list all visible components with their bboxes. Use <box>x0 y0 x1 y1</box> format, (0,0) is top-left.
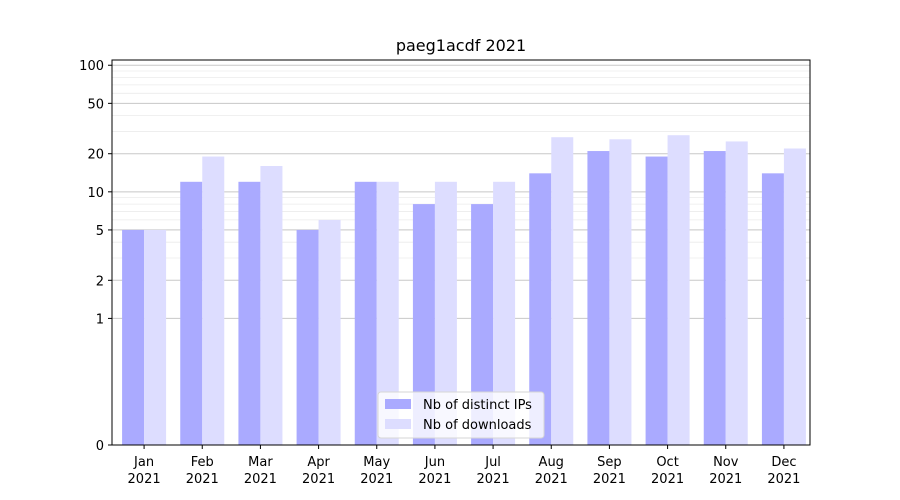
x-tick-label-month: Mar <box>248 455 273 470</box>
bar-downloads-apr <box>318 219 341 445</box>
x-tick-label-month: Apr <box>307 455 330 470</box>
x-tick-label-month: Oct <box>656 455 678 470</box>
grid-layer <box>112 64 810 319</box>
bar-downloads-dec <box>783 148 806 445</box>
y-tick-label: 5 <box>96 224 104 239</box>
chart-title: paeg1acdf 2021 <box>396 36 526 55</box>
x-tick-label-month: Aug <box>539 455 564 470</box>
legend-swatch <box>385 399 411 409</box>
x-tick-label-month: May <box>363 455 390 470</box>
legend-swatch <box>385 419 411 429</box>
x-tick-label-year: 2021 <box>477 472 510 487</box>
y-tick-label: 20 <box>87 148 104 163</box>
bar-downloads-sep <box>609 139 632 445</box>
x-tick-label-year: 2021 <box>767 472 800 487</box>
bar-distinct-ips-sep <box>587 151 610 445</box>
bar-distinct-ips-oct <box>645 156 668 446</box>
bar-distinct-ips-mar <box>238 181 261 445</box>
x-tick-label-month: Sep <box>597 455 622 470</box>
bar-downloads-jun <box>434 181 457 445</box>
bar-downloads-feb <box>202 156 225 446</box>
x-tick-label-year: 2021 <box>418 472 451 487</box>
x-tick-label-year: 2021 <box>651 472 684 487</box>
bar-downloads-mar <box>260 165 283 446</box>
bar-downloads-may <box>376 181 399 445</box>
bar-downloads-jul <box>493 181 516 445</box>
bar-distinct-ips-nov <box>703 151 726 445</box>
y-tick-label: 10 <box>87 186 104 201</box>
bar-distinct-ips-jan <box>122 229 145 445</box>
y-tick-label: 100 <box>79 59 104 74</box>
x-tick-label-month: Jun <box>424 455 445 470</box>
bar-distinct-ips-aug <box>529 173 552 445</box>
x-tick-label-year: 2021 <box>709 472 742 487</box>
legend: Nb of distinct IPs Nb of downloads <box>377 391 545 439</box>
x-tick-label-month: Nov <box>713 455 739 470</box>
x-tick-label-month: Feb <box>191 455 214 470</box>
x-tick-label-year: 2021 <box>302 472 335 487</box>
y-tick-label: 50 <box>87 97 104 112</box>
x-tick-label-year: 2021 <box>593 472 626 487</box>
bar-distinct-ips-apr <box>296 229 319 445</box>
x-tick-label-year: 2021 <box>535 472 568 487</box>
bars-layer <box>122 135 806 446</box>
bar-downloads-jan <box>144 229 167 445</box>
bar-distinct-ips-may <box>354 181 377 445</box>
x-tick-label-year: 2021 <box>128 472 161 487</box>
bar-downloads-nov <box>725 141 748 445</box>
x-tick-label-year: 2021 <box>186 472 219 487</box>
y-tick-label: 2 <box>96 274 104 289</box>
x-tick-label-year: 2021 <box>244 472 277 487</box>
bar-distinct-ips-jun <box>412 204 435 445</box>
bar-downloads-aug <box>551 137 574 446</box>
bar-distinct-ips-dec <box>761 173 784 445</box>
bar-downloads-oct <box>667 135 690 445</box>
legend-box <box>377 391 545 439</box>
legend-entry: Nb of downloads <box>423 418 532 433</box>
y-tick-label: 1 <box>96 312 104 327</box>
plot-frame <box>111 59 811 446</box>
y-tick-label: 0 <box>96 439 104 454</box>
x-tick-label-month: Jan <box>133 455 154 470</box>
axes-layer: 0 1 2 5 10 20 50 100 Jan 2021 Feb 2021 Mar 2021 Apr 202… <box>79 59 811 487</box>
bar-distinct-ips-feb <box>180 181 203 445</box>
legend-entry: Nb of distinct IPs <box>423 398 532 413</box>
x-tick-label-month: Dec <box>771 455 796 470</box>
x-tick-label-year: 2021 <box>360 472 393 487</box>
bar-distinct-ips-jul <box>471 204 494 445</box>
x-tick-label-month: Jul <box>484 455 501 470</box>
